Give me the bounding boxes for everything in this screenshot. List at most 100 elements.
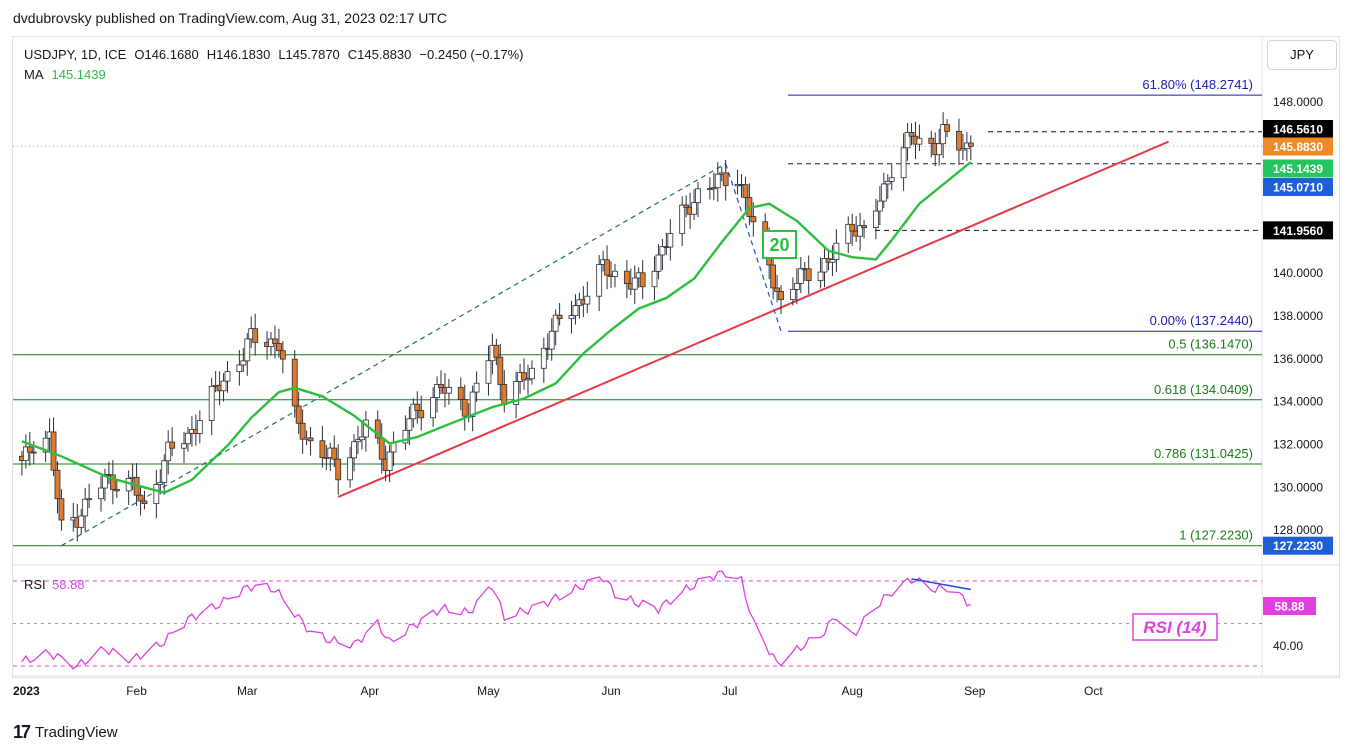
candle-body bbox=[208, 385, 215, 421]
fib-level-label: 1 (127.2230) bbox=[1179, 528, 1253, 543]
candle-body bbox=[778, 291, 784, 301]
candle-body bbox=[916, 137, 923, 145]
candle-body bbox=[904, 131, 911, 149]
time-axis-tick-label: Feb bbox=[126, 684, 147, 698]
candle-body bbox=[667, 233, 674, 248]
candle-body bbox=[714, 173, 721, 189]
candle-body bbox=[967, 142, 974, 147]
footer-brand-text: TradingView bbox=[35, 724, 118, 741]
candle-body bbox=[960, 148, 966, 151]
candle-body bbox=[22, 446, 29, 461]
candle-body bbox=[165, 441, 172, 462]
rsi-line bbox=[21, 570, 971, 670]
candle-body bbox=[849, 223, 856, 232]
candle-body bbox=[276, 342, 282, 352]
candle-body bbox=[770, 264, 777, 289]
fib-level-label: 61.80% (148.2741) bbox=[1142, 77, 1253, 92]
candle-body bbox=[742, 184, 749, 198]
candle-body bbox=[750, 216, 757, 223]
candle-body bbox=[473, 382, 480, 393]
candle-body bbox=[521, 372, 527, 381]
legend-ma-row: MA 145.1439 bbox=[24, 65, 531, 85]
candle-body bbox=[347, 457, 353, 481]
candle-body bbox=[434, 384, 440, 398]
candle-body bbox=[829, 259, 836, 263]
candle-body bbox=[78, 515, 85, 528]
candle-body bbox=[655, 254, 662, 272]
candle-body bbox=[552, 314, 559, 332]
candle-body bbox=[469, 391, 476, 417]
candle-body bbox=[291, 358, 298, 407]
rsi-legend-value: 58.88 bbox=[52, 577, 85, 592]
candle-body bbox=[406, 418, 413, 431]
candle-body bbox=[378, 437, 385, 460]
candle-body bbox=[940, 124, 947, 145]
candle-body bbox=[374, 419, 381, 439]
candle-body bbox=[857, 225, 864, 237]
candle-body bbox=[359, 436, 365, 441]
candle-body bbox=[888, 177, 895, 182]
candle-body bbox=[414, 403, 421, 411]
candle-body bbox=[252, 328, 259, 343]
candle-body bbox=[956, 130, 962, 151]
candle-body bbox=[402, 429, 409, 444]
price-axis-tick-label: 128.0000 bbox=[1273, 523, 1323, 537]
candle-body bbox=[548, 330, 555, 350]
candle-body bbox=[331, 447, 338, 460]
candle-body bbox=[540, 347, 547, 369]
price-tag-label: 146.5610 bbox=[1273, 123, 1323, 137]
candle-body bbox=[137, 494, 144, 502]
rsi-axis-tick-label: 40.00 bbox=[1273, 639, 1303, 653]
candle-body bbox=[631, 277, 638, 290]
candle-body bbox=[319, 440, 326, 459]
price-axis-tick-label: 148.0000 bbox=[1273, 95, 1323, 109]
legend-ma-label: MA bbox=[24, 67, 44, 82]
currency-button[interactable]: JPY bbox=[1267, 40, 1337, 70]
candle-body bbox=[525, 378, 531, 381]
rsi-legend-label: RSI bbox=[24, 577, 46, 592]
rsi-title-box bbox=[1132, 613, 1218, 641]
candle-body bbox=[604, 259, 610, 276]
candle-body bbox=[220, 380, 227, 392]
candle-body bbox=[928, 137, 935, 144]
candle-body bbox=[908, 131, 915, 137]
retracement-dashed-line bbox=[725, 163, 782, 332]
price-tag-label: 127.2230 bbox=[1273, 539, 1323, 553]
price-tag-label: 145.1439 bbox=[1273, 162, 1323, 176]
candle-body bbox=[323, 457, 330, 459]
candle-body bbox=[236, 364, 243, 373]
chart-legend: USDJPY, 1D, ICE O146.1680 H146.1830 L145.78… bbox=[24, 45, 531, 85]
candle-body bbox=[861, 225, 867, 229]
candle-body bbox=[639, 272, 646, 288]
time-axis-tick-label: Mar bbox=[237, 684, 258, 698]
candle-body bbox=[584, 295, 591, 305]
price-tag-bg bbox=[1263, 178, 1333, 196]
candle-body bbox=[410, 403, 417, 420]
candle-body bbox=[880, 183, 887, 202]
candle-body bbox=[529, 367, 535, 380]
candle-body bbox=[86, 498, 93, 501]
price-axis-tick-label: 136.0000 bbox=[1273, 352, 1323, 366]
rsi-value-tag-label: 58.88 bbox=[1274, 600, 1304, 614]
candle-body bbox=[722, 172, 729, 187]
candle-body bbox=[30, 451, 37, 454]
candle-body bbox=[485, 360, 492, 384]
time-axis-tick-label: 2023 bbox=[13, 684, 40, 698]
candle-body bbox=[82, 498, 89, 517]
candle-body bbox=[461, 399, 468, 417]
candle-body bbox=[307, 437, 314, 442]
price-axis-tick-label: 134.0000 bbox=[1273, 395, 1323, 409]
footer-brand[interactable]: 17 TradingView bbox=[13, 722, 118, 743]
price-tag-label: 141.9560 bbox=[1273, 224, 1323, 238]
candle-body bbox=[362, 419, 369, 438]
candle-body bbox=[936, 143, 943, 156]
candle-body bbox=[774, 287, 780, 292]
candle-body bbox=[873, 210, 879, 229]
fib-level-label: 0.00% (137.2440) bbox=[1150, 313, 1253, 328]
candle-body bbox=[26, 446, 33, 453]
candle-body bbox=[418, 410, 425, 419]
candle-body bbox=[695, 188, 701, 204]
candle-body bbox=[513, 381, 520, 405]
candle-body bbox=[446, 386, 452, 394]
